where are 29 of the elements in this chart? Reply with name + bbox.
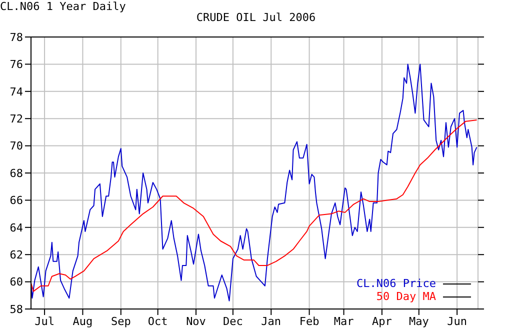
text: CL.N06 Price bbox=[356, 277, 436, 290]
y-tick-label: 58 bbox=[10, 302, 23, 316]
chart-subtitle: CL.N06 1 Year Daily bbox=[0, 0, 126, 13]
x-tick-label: May bbox=[408, 314, 430, 328]
x-tick-label: Jun bbox=[447, 314, 468, 328]
x-tick-label: Mar bbox=[334, 314, 354, 328]
chart-title: CRUDE OIL Jul 2006 bbox=[196, 11, 316, 24]
y-tick-label: 72 bbox=[10, 112, 23, 126]
x-tick-label: Oct bbox=[148, 314, 168, 328]
x-tick-label: Jul bbox=[34, 314, 54, 328]
x-tick-label: Dec bbox=[223, 314, 243, 328]
y-tick-label: 76 bbox=[10, 58, 23, 72]
x-tick-label: Sep bbox=[110, 314, 131, 328]
y-tick-label: 78 bbox=[10, 30, 23, 44]
x-tick-label: Aug bbox=[72, 314, 93, 328]
x-tick-label: Jan bbox=[261, 314, 282, 328]
line-series bbox=[31, 64, 478, 302]
y-tick-label: 70 bbox=[10, 140, 23, 153]
line-series bbox=[31, 119, 478, 292]
y-tick-label: 64 bbox=[10, 221, 24, 234]
y-tick-label: 62 bbox=[10, 248, 23, 262]
y-tick-label: 60 bbox=[10, 276, 23, 289]
y-tick-label: 74 bbox=[10, 85, 24, 98]
text: 50 Day MA bbox=[376, 290, 436, 303]
x-tick-label: Apr bbox=[372, 314, 392, 328]
y-tick-label: 68 bbox=[10, 166, 23, 180]
x-tick-label: Nov bbox=[186, 314, 206, 328]
x-tick-label: Feb bbox=[299, 314, 320, 328]
y-tick-label: 66 bbox=[10, 194, 23, 208]
